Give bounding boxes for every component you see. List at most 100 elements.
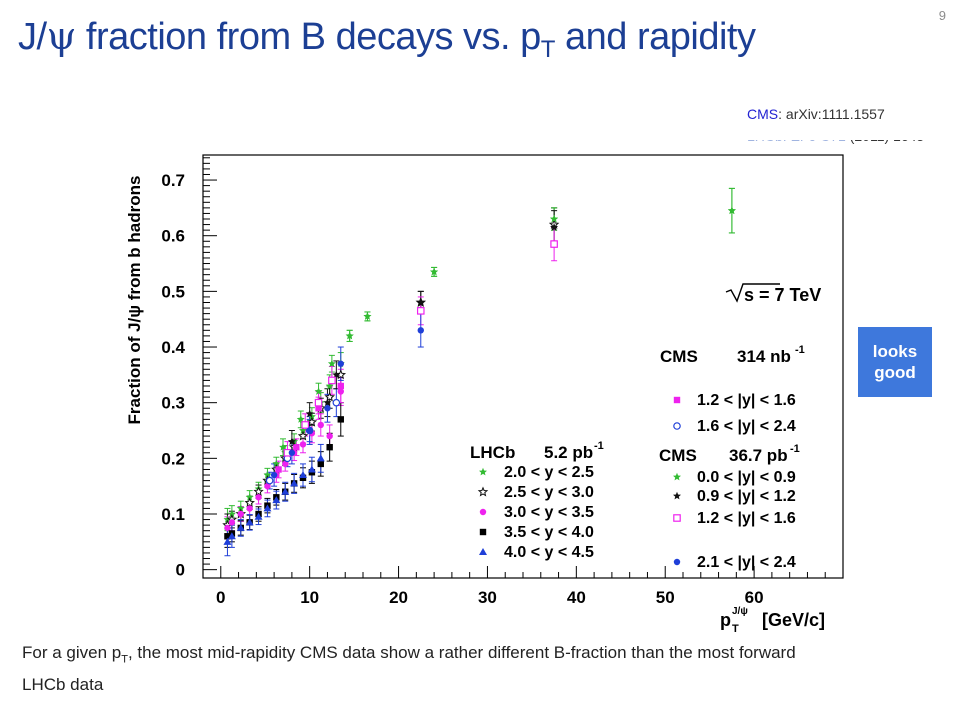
energy-text: s = 7 TeV bbox=[744, 285, 821, 305]
data-point-s10-p4 bbox=[337, 360, 344, 367]
y-tick-label-1: 0.1 bbox=[161, 505, 185, 524]
data-point-s4-p4 bbox=[254, 512, 263, 520]
data-point-s8-p5 bbox=[550, 223, 559, 231]
x-tick-label-60: 60 bbox=[745, 588, 764, 607]
data-point-s2-p1 bbox=[228, 519, 236, 526]
data-point-s8-p0 bbox=[287, 437, 296, 445]
data-point-s2-p5 bbox=[264, 482, 271, 490]
data-point-s7-p0 bbox=[279, 443, 287, 451]
data-point-s0-p6 bbox=[272, 459, 281, 468]
x-label-unit: [GeV/c] bbox=[762, 610, 825, 630]
data-point-s1-p3 bbox=[244, 497, 255, 508]
legend-lhcb-5-label: 4.0 < y < 4.5 bbox=[504, 544, 594, 561]
data-point-s8-p1 bbox=[305, 409, 314, 418]
data-point-s0-p2 bbox=[236, 504, 245, 512]
legend-lhcb-sup: -1 bbox=[594, 440, 604, 452]
data-point-s8-p4 bbox=[416, 298, 425, 306]
data-point-s1-p10 bbox=[306, 416, 318, 427]
data-point-s5-p0 bbox=[275, 466, 282, 473]
data-point-s0-p10 bbox=[307, 412, 316, 420]
data-point-s2-p9 bbox=[299, 441, 307, 448]
legend-marker-7 bbox=[673, 472, 681, 481]
badge-line1: looks bbox=[872, 342, 918, 361]
data-point-s5-p3 bbox=[337, 382, 344, 390]
data-point-s3-p13 bbox=[337, 416, 344, 423]
data-point-s9-p1 bbox=[301, 421, 310, 429]
data-point-s7-p6 bbox=[430, 267, 439, 276]
legend-lhcb-4-label: 3.5 < y < 4.0 bbox=[504, 524, 594, 541]
data-point-s5-p2 bbox=[315, 405, 322, 412]
data-point-s0-p9 bbox=[299, 426, 307, 434]
y-tick-label-6: 0.6 bbox=[161, 227, 185, 246]
x-label-p: p bbox=[720, 610, 731, 630]
data-point-s7-p5 bbox=[363, 312, 372, 320]
title-sub: T bbox=[540, 36, 556, 63]
legend-cms-367: CMS 36.7 pb -1 0.0 < |y| < 0.9 0.9 < |y|… bbox=[659, 443, 800, 571]
legend-marker-9 bbox=[673, 514, 681, 522]
data-point-s7-p1 bbox=[296, 415, 305, 423]
data-point-s2-p12 bbox=[326, 432, 333, 440]
legend-lhcb-1-label: 2.0 < y < 2.5 bbox=[504, 464, 594, 481]
ref-cms-name: CMS bbox=[747, 106, 779, 122]
x-tick-label-20: 20 bbox=[389, 588, 408, 607]
data-point-s9-p5 bbox=[550, 240, 558, 248]
x-label-sup: J/ψ bbox=[732, 606, 748, 617]
y-tick-label-7: 0.7 bbox=[161, 171, 185, 190]
slide-title: J/ψ fraction from B decays vs. pT and ra… bbox=[18, 14, 756, 64]
data-point-s4-p8 bbox=[290, 479, 299, 487]
data-point-s4-p5 bbox=[263, 504, 272, 512]
legend-cms367-1-label: 0.0 < |y| < 0.9 bbox=[697, 469, 796, 486]
legend-marker-6 bbox=[673, 422, 681, 430]
looks-good-badge: looks good bbox=[858, 327, 932, 397]
data-point-s7-p3 bbox=[327, 359, 336, 368]
legend-cms314-left: CMS bbox=[660, 347, 698, 366]
data-point-s9-p2 bbox=[314, 398, 323, 407]
legend-cms367-left: CMS bbox=[659, 446, 697, 465]
error-bars bbox=[224, 187, 735, 557]
tick-labels: 0 10 20 30 40 50 60 0 0.1 0.2 0.3 0.4 0.5 0.6 0.7 bbox=[161, 171, 763, 607]
legend-lhcb-left: LHCb bbox=[470, 443, 515, 462]
x-tick-label-50: 50 bbox=[656, 588, 675, 607]
x-tick-label-10: 10 bbox=[300, 588, 319, 607]
data-point-s9-p3 bbox=[328, 376, 336, 385]
data-point-s2-p13 bbox=[337, 388, 344, 395]
legend-cms314-sup: -1 bbox=[795, 344, 805, 356]
data-point-s1-p9 bbox=[297, 430, 309, 441]
data-point-s10-p0 bbox=[270, 471, 278, 479]
legend-marker-0 bbox=[479, 467, 487, 476]
legend-lhcb-3-label: 3.0 < y < 3.5 bbox=[504, 504, 594, 521]
legend-cms367-4-label: 2.1 < |y| < 2.4 bbox=[697, 554, 796, 571]
data-point-s2-p4 bbox=[255, 494, 262, 501]
legend-cms314-1-label: 1.2 < |y| < 1.6 bbox=[697, 392, 796, 409]
x-tick-label-30: 30 bbox=[478, 588, 497, 607]
badge-line2: good bbox=[874, 363, 916, 382]
data-point-s10-p5 bbox=[417, 327, 424, 334]
legend-cms314-right: 314 nb bbox=[737, 347, 791, 366]
data-point-s7-p2 bbox=[314, 387, 323, 395]
data-point-s4-p6 bbox=[272, 496, 281, 504]
data-point-s4-p0 bbox=[223, 537, 232, 545]
data-point-s4-p1 bbox=[227, 532, 236, 540]
data-point-s2-p7 bbox=[282, 460, 289, 468]
data-point-s2-p11 bbox=[317, 421, 324, 429]
title-psi: ψ bbox=[46, 14, 77, 58]
x-tick-label-40: 40 bbox=[567, 588, 586, 607]
x-axis-label: p T J/ψ [GeV/c] bbox=[720, 606, 825, 635]
legend-marker-2 bbox=[479, 508, 487, 516]
y-tick-label-3: 0.3 bbox=[161, 394, 185, 413]
data-point-s2-p3 bbox=[246, 505, 253, 512]
legend-cms367-3-label: 1.2 < |y| < 1.6 bbox=[697, 510, 796, 527]
y-tick-label-2: 0.2 bbox=[161, 449, 185, 468]
legend-markers bbox=[477, 396, 681, 566]
title-mid: fraction from B decays vs. p bbox=[75, 16, 541, 58]
page-number: 9 bbox=[938, 8, 946, 23]
y-tick-label-5: 0.5 bbox=[161, 282, 185, 301]
data-point-s10-p3 bbox=[324, 405, 331, 412]
data-point-s9-p4 bbox=[416, 307, 425, 315]
legend-cms367-2-label: 0.9 < |y| < 1.2 bbox=[697, 488, 796, 505]
sqrt-sign bbox=[725, 283, 780, 303]
legend-marker-4 bbox=[479, 548, 487, 555]
legend-cms367-right: 36.7 pb bbox=[729, 446, 788, 465]
ref-cms-text: : arXiv:1111.1557 bbox=[778, 106, 885, 122]
data-point-s4-p11 bbox=[316, 454, 325, 462]
